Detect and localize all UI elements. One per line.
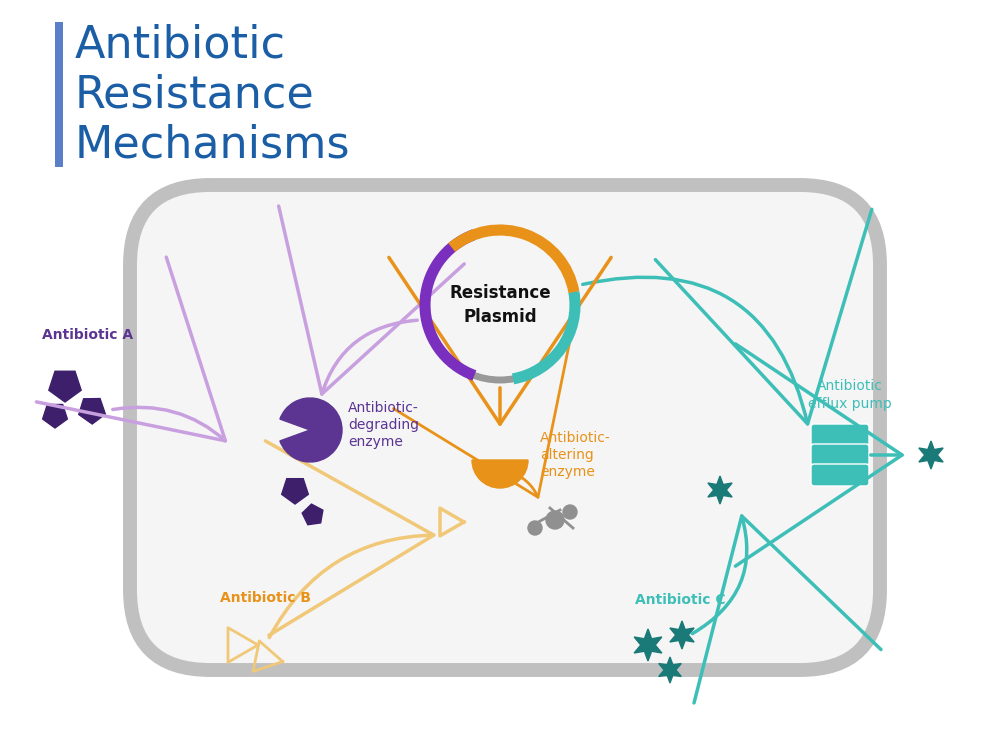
Circle shape bbox=[563, 505, 577, 519]
Wedge shape bbox=[472, 460, 528, 488]
Polygon shape bbox=[670, 621, 694, 649]
FancyBboxPatch shape bbox=[811, 444, 869, 466]
Polygon shape bbox=[79, 398, 105, 424]
Circle shape bbox=[528, 521, 542, 535]
Polygon shape bbox=[634, 629, 662, 661]
Polygon shape bbox=[708, 476, 732, 504]
Wedge shape bbox=[280, 398, 342, 462]
Text: Resistance
Plasmid: Resistance Plasmid bbox=[449, 284, 551, 326]
Polygon shape bbox=[49, 371, 81, 402]
Text: Antibiotic A: Antibiotic A bbox=[42, 328, 133, 342]
FancyBboxPatch shape bbox=[811, 424, 869, 446]
Polygon shape bbox=[282, 479, 308, 504]
FancyBboxPatch shape bbox=[130, 185, 880, 670]
Circle shape bbox=[546, 511, 564, 529]
Bar bbox=[55, 22, 63, 167]
Text: Antibiotic-
degrading
enzyme: Antibiotic- degrading enzyme bbox=[348, 401, 419, 450]
Text: Antibiotic
Resistance
Mechanisms: Antibiotic Resistance Mechanisms bbox=[75, 24, 351, 166]
Polygon shape bbox=[43, 404, 67, 428]
Text: Antibiotic C: Antibiotic C bbox=[635, 593, 726, 607]
Polygon shape bbox=[659, 657, 681, 683]
Polygon shape bbox=[302, 504, 323, 525]
Text: Antibiotic B: Antibiotic B bbox=[220, 591, 311, 605]
FancyBboxPatch shape bbox=[811, 464, 869, 486]
Polygon shape bbox=[919, 441, 943, 469]
Text: Antibiotic-
altering
enzyme: Antibiotic- altering enzyme bbox=[540, 430, 611, 479]
Text: Antibiotic
efflux pump: Antibiotic efflux pump bbox=[808, 379, 892, 410]
